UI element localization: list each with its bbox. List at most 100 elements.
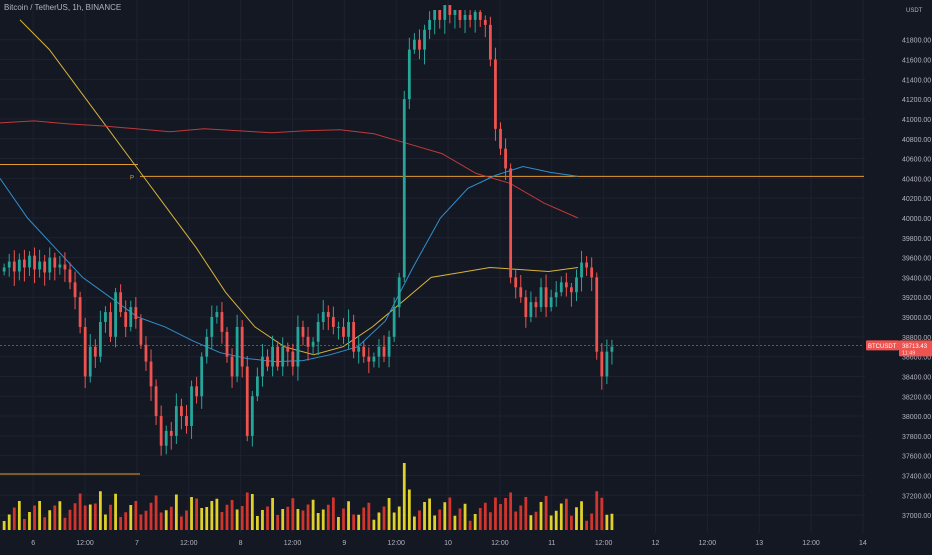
candle-body[interactable] xyxy=(585,262,588,268)
candle-body[interactable] xyxy=(549,297,553,308)
candle-body[interactable] xyxy=(63,264,67,270)
candle-body[interactable] xyxy=(387,336,391,357)
candle-body[interactable] xyxy=(458,10,462,20)
candle-body[interactable] xyxy=(2,267,6,272)
candle-body[interactable] xyxy=(352,321,356,352)
candle-body[interactable] xyxy=(200,356,204,397)
candle-body[interactable] xyxy=(291,351,295,367)
candle-body[interactable] xyxy=(53,257,57,268)
candle-body[interactable] xyxy=(413,39,416,50)
candle-body[interactable] xyxy=(301,326,305,337)
candle-body[interactable] xyxy=(33,255,36,270)
candle-body[interactable] xyxy=(423,29,426,50)
candle-body[interactable] xyxy=(438,10,442,20)
candle-body[interactable] xyxy=(499,128,502,149)
candle-body[interactable] xyxy=(357,346,361,352)
candle-body[interactable] xyxy=(372,356,376,362)
candle-body[interactable] xyxy=(342,326,345,337)
candle-body[interactable] xyxy=(539,287,543,308)
candle-body[interactable] xyxy=(245,366,249,436)
candle-body[interactable] xyxy=(509,168,513,278)
candle-body[interactable] xyxy=(119,292,123,313)
candle-body[interactable] xyxy=(514,277,518,288)
candle-body[interactable] xyxy=(210,317,214,337)
candle-body[interactable] xyxy=(605,351,609,377)
candle-body[interactable] xyxy=(519,287,523,298)
candle-body[interactable] xyxy=(134,307,138,319)
candle-body[interactable] xyxy=(529,302,533,318)
candle-body[interactable] xyxy=(169,430,173,436)
candle-body[interactable] xyxy=(271,346,274,367)
candle-body[interactable] xyxy=(281,346,285,367)
candle-body[interactable] xyxy=(443,5,447,20)
candle-body[interactable] xyxy=(78,297,82,327)
candle-body[interactable] xyxy=(255,376,259,397)
candle-body[interactable] xyxy=(559,282,563,293)
candle-body[interactable] xyxy=(478,11,482,20)
candle-body[interactable] xyxy=(154,386,158,417)
candle-body[interactable] xyxy=(250,396,254,436)
candle-body[interactable] xyxy=(98,321,102,357)
candle-body[interactable] xyxy=(544,287,548,308)
candle-body[interactable] xyxy=(554,292,558,298)
candle-body[interactable] xyxy=(93,346,97,357)
time-axis[interactable]: 6 12:00 7 12:00 8 12:00 9 12:00 10 12:00 11 12:00 12… xyxy=(31,540,867,547)
candle-body[interactable] xyxy=(104,312,107,322)
candle-body[interactable] xyxy=(225,331,229,357)
candle-body[interactable] xyxy=(595,277,599,352)
candle-body[interactable] xyxy=(377,346,381,357)
candle-body[interactable] xyxy=(362,346,366,357)
candle-body[interactable] xyxy=(296,326,300,367)
candle-body[interactable] xyxy=(73,282,77,298)
candle-body[interactable] xyxy=(43,261,47,273)
candle-body[interactable] xyxy=(504,148,507,169)
candle-body[interactable] xyxy=(68,269,72,283)
candle-body[interactable] xyxy=(580,262,583,278)
candle-body[interactable] xyxy=(286,346,290,352)
candle-body[interactable] xyxy=(48,257,52,273)
candle-body[interactable] xyxy=(326,312,330,318)
candle-body[interactable] xyxy=(600,351,604,377)
candle-body[interactable] xyxy=(564,282,568,288)
candle-body[interactable] xyxy=(407,49,411,100)
candle-body[interactable] xyxy=(488,24,492,60)
candle-body[interactable] xyxy=(453,10,457,15)
candle-body[interactable] xyxy=(311,341,315,347)
price-axis[interactable]: 41800.00 41600.00 41400.00 41200.00 41000.00… xyxy=(866,0,932,550)
candle-body[interactable] xyxy=(331,317,335,327)
candle-body[interactable] xyxy=(428,19,431,30)
candle-body[interactable] xyxy=(402,99,406,278)
candle-body[interactable] xyxy=(524,297,528,318)
candle-body[interactable] xyxy=(88,346,92,377)
candle-body[interactable] xyxy=(235,326,239,377)
candle-body[interactable] xyxy=(433,10,437,20)
candle-body[interactable] xyxy=(276,346,280,367)
candle-body[interactable] xyxy=(316,321,320,342)
candle-body[interactable] xyxy=(570,287,573,293)
candle-body[interactable] xyxy=(382,346,386,357)
candle-body[interactable] xyxy=(463,14,467,20)
candle-body[interactable] xyxy=(164,430,168,446)
candle-body[interactable] xyxy=(12,261,16,272)
candle-body[interactable] xyxy=(230,356,234,377)
candle-body[interactable] xyxy=(397,277,401,308)
candle-body[interactable] xyxy=(392,307,396,337)
candle-body[interactable] xyxy=(534,302,538,308)
candle-body[interactable] xyxy=(215,312,219,318)
candle-body[interactable] xyxy=(139,319,143,345)
candle-body[interactable] xyxy=(468,14,472,20)
candle-body[interactable] xyxy=(220,312,224,332)
candle-body[interactable] xyxy=(610,346,614,352)
candle-body[interactable] xyxy=(185,416,188,426)
candle-body[interactable] xyxy=(129,307,133,327)
candle-body[interactable] xyxy=(58,264,62,268)
candle-body[interactable] xyxy=(337,326,340,328)
candle-body[interactable] xyxy=(240,326,244,367)
candle-body[interactable] xyxy=(473,11,477,20)
candle-body[interactable] xyxy=(159,416,163,446)
candle-body[interactable] xyxy=(367,356,371,362)
candle-body[interactable] xyxy=(483,19,487,25)
candle-body[interactable] xyxy=(83,326,87,377)
candle-body[interactable] xyxy=(28,255,31,268)
